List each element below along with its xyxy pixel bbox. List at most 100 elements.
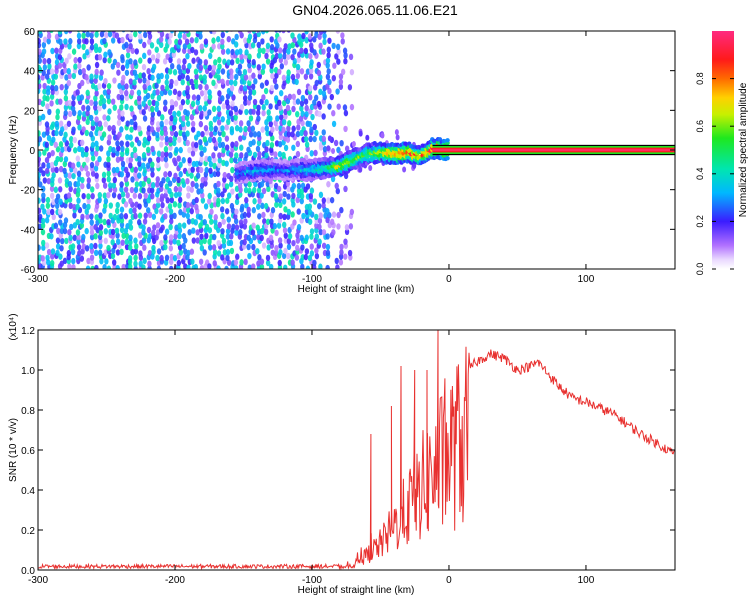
noise-point [94, 160, 100, 167]
noise-point [327, 78, 332, 86]
noise-point [151, 182, 156, 189]
noise-point [41, 185, 46, 193]
noise-point [259, 181, 265, 188]
noise-point [343, 185, 348, 193]
noise-point [308, 94, 313, 101]
noise-point [295, 237, 301, 244]
noise-point [309, 187, 315, 194]
noise-point [260, 31, 266, 35]
noise-point [46, 152, 52, 159]
noise-point [207, 227, 213, 234]
noise-point [266, 185, 271, 193]
noise-point [89, 32, 94, 39]
noise-point [291, 125, 296, 132]
top-y-tick-label: -20 [21, 186, 36, 197]
noise-point [159, 89, 165, 97]
noise-point [209, 208, 214, 215]
noise-point [159, 239, 164, 247]
noise-point [281, 118, 287, 126]
noise-point [325, 249, 331, 257]
noise-point [84, 165, 89, 172]
noise-point [137, 203, 142, 210]
noise-point [247, 53, 252, 60]
noise-point [40, 228, 46, 236]
noise-point [75, 218, 80, 226]
noise-point [128, 78, 134, 85]
noise-point [295, 63, 301, 71]
noise-point [247, 181, 252, 188]
noise-point [269, 84, 275, 92]
noise-point [63, 131, 68, 139]
noise-point [99, 31, 105, 38]
noise-point [56, 227, 61, 235]
noise-point [119, 140, 124, 147]
noise-point [94, 116, 99, 123]
noise-point [54, 202, 60, 210]
noise-point [110, 98, 116, 105]
noise-point [142, 115, 148, 122]
noise-point [221, 242, 227, 249]
noise-point [322, 31, 327, 34]
noise-point [125, 140, 130, 148]
noise-point [64, 74, 69, 81]
noise-point [97, 54, 103, 61]
noise-point [220, 197, 226, 205]
noise-point [270, 72, 275, 80]
noise-point [195, 172, 201, 179]
noise-point [207, 244, 213, 251]
noise-point [335, 264, 340, 269]
noise-point [102, 56, 107, 64]
noise-point [57, 54, 63, 61]
noise-point [50, 84, 55, 91]
noise-point [343, 125, 348, 133]
noise-point [93, 100, 98, 107]
noise-point [242, 68, 248, 76]
top-y-axis: 60 40 20 0 -20 -40 -60 [21, 27, 675, 276]
noise-point [193, 219, 199, 226]
noise-point [202, 237, 207, 245]
noise-point [259, 258, 265, 265]
noise-point [107, 31, 112, 33]
noise-point [107, 49, 112, 56]
noise-point [230, 141, 235, 148]
noise-point [137, 160, 142, 167]
noise-point [209, 131, 214, 138]
noise-point [81, 233, 86, 241]
noise-point [168, 208, 174, 215]
noise-point [133, 186, 139, 194]
noise-point [334, 257, 339, 265]
noise-point [114, 207, 120, 215]
noise-point [80, 79, 85, 87]
noise-point [97, 104, 102, 112]
noise-point [230, 146, 235, 153]
noise-point [202, 74, 207, 81]
noise-point [255, 145, 261, 153]
noise-point [168, 56, 173, 64]
noise-point [63, 217, 69, 224]
noise-point [242, 223, 248, 230]
noise-point [212, 233, 217, 241]
noise-point [259, 234, 264, 242]
noise-point [159, 129, 165, 136]
noise-point [106, 265, 112, 269]
noise-point [163, 234, 168, 241]
noise-point [198, 74, 204, 81]
noise-point [163, 105, 168, 112]
noise-point [304, 141, 310, 148]
noise-point [260, 68, 266, 75]
noise-point [41, 192, 46, 199]
noise-point [120, 150, 125, 158]
noise-point [198, 33, 203, 40]
noise-point [89, 254, 95, 261]
noise-point [67, 53, 72, 60]
noise-point [198, 105, 203, 112]
noise-point [224, 183, 230, 190]
noise-point [119, 226, 125, 234]
noise-point [60, 146, 65, 153]
noise-point [169, 104, 175, 111]
noise-point [156, 125, 161, 133]
noise-point [278, 89, 284, 97]
noise-point [178, 129, 183, 137]
noise-point [222, 58, 227, 65]
noise-point [98, 242, 103, 250]
